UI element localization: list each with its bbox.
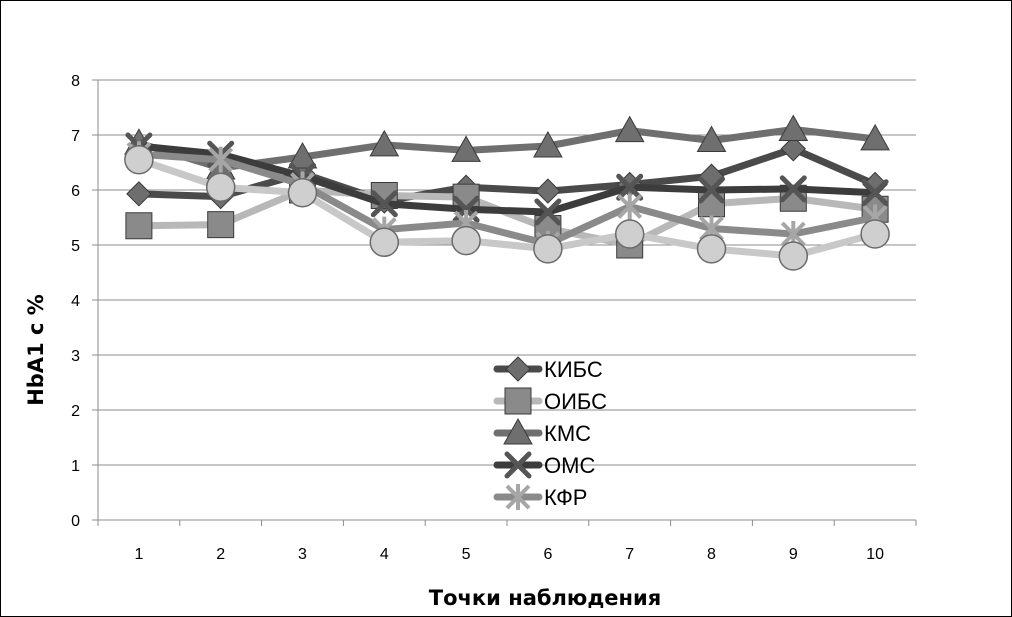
- x-tick-label: 2: [216, 546, 225, 563]
- data-point-diamond: [780, 136, 807, 162]
- series-line: [135, 145, 879, 205]
- data-point-square: [698, 190, 725, 218]
- series-line: [135, 156, 879, 260]
- series-3: [124, 114, 890, 180]
- x-axis-title: Точки наблюдения: [429, 586, 662, 610]
- y-tick-label: 0: [71, 513, 80, 530]
- x-tick-label: 7: [625, 546, 634, 563]
- data-point-circle: [614, 219, 645, 249]
- data-point-circle: [860, 219, 890, 249]
- legend-label: КМС: [544, 421, 591, 446]
- data-point-triangle: [369, 129, 400, 157]
- x-tick-label: 1: [134, 546, 143, 563]
- data-point-x: [698, 176, 725, 204]
- data-point-x: [861, 179, 889, 207]
- axes: [92, 79, 917, 526]
- x-tick-label: 10: [866, 546, 884, 563]
- data-point-circle: [287, 178, 318, 208]
- data-point-triangle: [778, 114, 809, 141]
- x-tick-label: 4: [380, 546, 389, 563]
- legend-label: КФР: [544, 485, 587, 510]
- data-point-circle: [369, 227, 400, 257]
- y-tick-label: 8: [71, 73, 80, 90]
- legend-label: ОМС: [544, 453, 595, 478]
- x-tick-label: 6: [543, 546, 552, 563]
- x-tick-labels: 1 2 3 4 5 6 7 8 9 10: [134, 546, 884, 563]
- legend: КИБС ОИБС КМС ОМС КФР: [493, 356, 607, 510]
- x-tick-label: 5: [462, 546, 471, 563]
- y-tick-label: 7: [71, 128, 80, 145]
- data-point-x: [779, 175, 807, 203]
- data-point-circle: [696, 234, 727, 264]
- x-tick-label: 9: [789, 546, 798, 563]
- data-point-triangle: [287, 141, 318, 169]
- legend-marker-square: [504, 387, 532, 415]
- data-point-triangle: [696, 125, 727, 152]
- legend-marker-star: [505, 484, 531, 510]
- y-tick-label: 2: [71, 403, 80, 420]
- series-6: [124, 145, 890, 271]
- data-point-x: [616, 173, 644, 201]
- x-tick-label: 3: [298, 546, 307, 563]
- series-line: [135, 142, 879, 216]
- data-point-star: [208, 146, 234, 173]
- data-point-x: [534, 198, 562, 226]
- data-point-triangle: [614, 115, 645, 143]
- data-point-triangle: [860, 123, 890, 151]
- y-tick-labels: 0 1 2 3 4 5 6 7 8: [71, 73, 80, 530]
- y-tick-label: 3: [71, 348, 80, 365]
- legend-item: КМС: [493, 417, 591, 446]
- y-tick-label: 4: [71, 293, 80, 310]
- series-group: [124, 114, 890, 271]
- x-tick-label: 8: [707, 546, 716, 563]
- legend-label: ОИБС: [544, 389, 607, 414]
- legend-marker-x: [504, 451, 532, 479]
- y-axis-title: HbA1 с %: [24, 294, 48, 406]
- data-point-circle: [778, 241, 809, 271]
- legend-marker-triangle: [503, 417, 533, 445]
- data-point-diamond: [535, 178, 561, 204]
- data-point-triangle: [451, 135, 481, 162]
- legend-item: ОМС: [493, 451, 595, 479]
- legend-item: ОИБС: [493, 387, 607, 415]
- legend-marker-diamond: [505, 356, 531, 382]
- y-tick-label: 5: [71, 238, 80, 255]
- y-tick-label: 1: [71, 458, 80, 475]
- legend-item: КФР: [493, 484, 587, 510]
- data-point-star: [617, 193, 643, 220]
- y-tick-label: 6: [71, 183, 80, 200]
- legend-item: КИБС: [493, 356, 603, 382]
- data-point-circle: [451, 225, 481, 256]
- data-point-diamond: [126, 181, 152, 207]
- series-line: [135, 150, 879, 248]
- data-point-circle: [124, 145, 154, 175]
- data-point-square: [125, 212, 153, 240]
- data-point-circle: [205, 172, 236, 202]
- data-point-triangle: [533, 130, 563, 158]
- data-point-x: [370, 190, 398, 218]
- data-point-square: [207, 211, 235, 239]
- legend-label: КИБС: [544, 357, 603, 382]
- data-point-circle: [533, 234, 563, 264]
